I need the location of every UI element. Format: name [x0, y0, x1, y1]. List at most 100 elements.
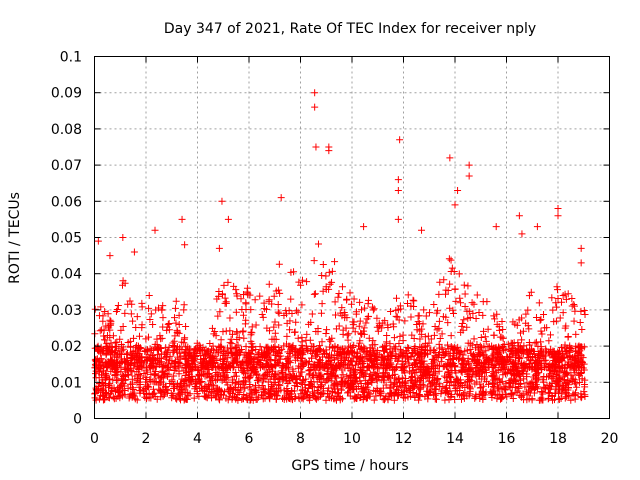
data-point [196, 377, 204, 385]
data-point [439, 383, 447, 391]
data-point [356, 317, 364, 325]
data-point [292, 307, 300, 315]
data-point [524, 322, 532, 330]
data-point [516, 355, 524, 363]
data-point [146, 351, 154, 359]
data-point [365, 334, 373, 342]
data-point [178, 364, 186, 372]
data-point [511, 384, 519, 392]
data-point [536, 316, 544, 324]
data-point [399, 394, 407, 402]
data-point [132, 323, 140, 331]
data-point [160, 381, 168, 389]
data-point [512, 369, 520, 377]
data-point [238, 345, 246, 353]
data-point [135, 383, 143, 391]
data-point [326, 351, 334, 359]
data-point [126, 297, 134, 305]
data-point [246, 383, 254, 391]
data-point [414, 318, 422, 326]
x-tick-label: 0 [90, 431, 99, 447]
data-point [465, 373, 473, 381]
data-point [310, 343, 318, 351]
data-point [226, 385, 234, 393]
data-point [561, 376, 569, 384]
data-point [421, 370, 429, 378]
data-point [398, 374, 406, 382]
data-point [289, 396, 297, 404]
data-point [258, 362, 266, 370]
data-point [577, 352, 585, 360]
data-point [554, 294, 562, 302]
data-point [347, 300, 355, 308]
data-point [241, 384, 249, 392]
data-point [443, 389, 451, 397]
data-point [133, 341, 141, 349]
data-point [358, 330, 366, 338]
data-point [493, 310, 501, 318]
data-point [298, 276, 306, 284]
data-point [490, 312, 498, 320]
data-point [113, 352, 121, 360]
data-point [545, 350, 553, 358]
data-point [210, 330, 218, 338]
data-point [271, 329, 279, 337]
data-point [116, 335, 124, 343]
x-tick-label: 18 [549, 431, 567, 447]
data-point [451, 367, 459, 375]
data-point [438, 344, 446, 352]
data-point [278, 369, 286, 377]
data-point [197, 384, 205, 392]
data-point [394, 215, 402, 223]
data-point [177, 353, 185, 361]
data-point [390, 323, 398, 331]
data-point [479, 389, 487, 397]
data-point [251, 388, 259, 396]
data-point [333, 351, 341, 359]
data-point [111, 371, 119, 379]
data-point [212, 368, 220, 376]
data-point [283, 332, 291, 340]
data-point [119, 234, 127, 241]
data-point [282, 340, 290, 348]
data-point [331, 258, 339, 266]
data-point [346, 392, 354, 400]
y-tick-label: 0 [73, 412, 82, 428]
data-point [514, 364, 522, 372]
data-point [325, 268, 333, 276]
data-point [498, 317, 506, 325]
data-point [383, 332, 391, 340]
data-point [314, 240, 322, 248]
data-point [136, 375, 144, 383]
data-point [475, 308, 483, 316]
data-point [224, 396, 232, 404]
data-point [499, 359, 507, 367]
data-point [119, 323, 127, 331]
data-point [416, 384, 424, 392]
data-point [552, 385, 560, 393]
y-tick-label: 0.07 [51, 158, 82, 174]
data-point [457, 367, 465, 375]
data-point [362, 319, 370, 327]
x-tick-label: 10 [343, 431, 361, 447]
data-point [517, 360, 525, 368]
data-point [329, 344, 337, 352]
data-point [503, 361, 511, 369]
data-point [206, 391, 214, 399]
data-point [171, 304, 179, 312]
data-point [140, 389, 148, 397]
data-point [318, 300, 326, 308]
data-point [511, 378, 519, 386]
data-point [323, 326, 331, 334]
y-tick-label: 0.08 [51, 122, 82, 138]
data-point [240, 334, 248, 342]
data-point [563, 380, 571, 388]
data-point [355, 322, 363, 330]
data-point [561, 341, 569, 349]
data-point [274, 359, 282, 367]
data-point [253, 364, 261, 372]
data-point [169, 339, 177, 347]
data-point [573, 383, 581, 391]
data-point [548, 294, 556, 302]
data-point [376, 351, 384, 359]
